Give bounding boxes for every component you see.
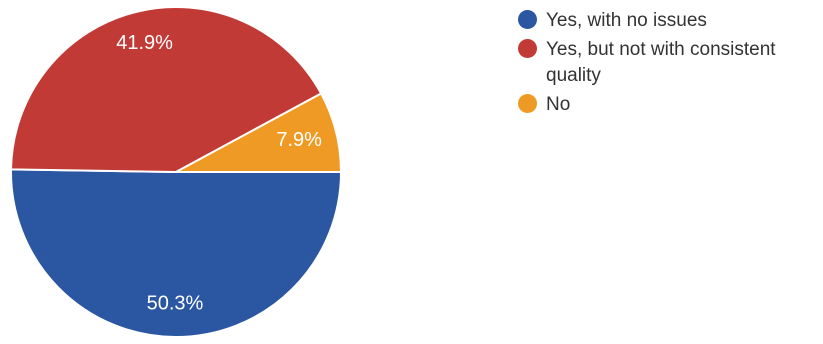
legend-item: Yes, with no issues (518, 8, 818, 34)
slice-label: 7.9% (276, 129, 322, 151)
legend-swatch (518, 10, 537, 29)
pie-slice (175, 92, 343, 173)
legend-swatch (518, 94, 537, 113)
slice-label: 41.9% (116, 32, 173, 54)
legend-label: No (546, 94, 571, 115)
legend-label: Yes, with no issues (546, 10, 707, 31)
legend: Yes, with no issues Yes, but not with co… (518, 8, 818, 121)
legend-swatch (518, 39, 537, 58)
legend-item: Yes, but not with consistent quality (518, 37, 818, 89)
legend-item: No (518, 92, 818, 118)
legend-label: Yes, but not with consistent quality (546, 39, 776, 86)
pie-slice (10, 6, 323, 174)
slice-label: 50.3% (147, 292, 204, 314)
pie-slice (10, 168, 343, 338)
